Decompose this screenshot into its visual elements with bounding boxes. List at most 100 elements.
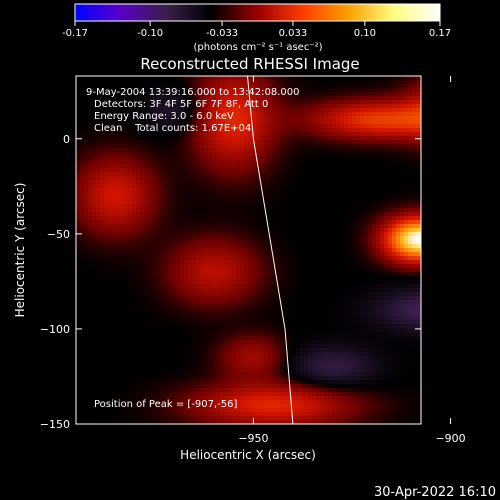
heatmap-cell [416,300,421,305]
heatmap-cell [304,108,309,113]
heatmap-cell [360,248,365,253]
heatmap-cell [248,128,253,133]
heatmap-cell [200,96,205,101]
heatmap-cell [208,124,213,129]
heatmap-cell [196,240,201,245]
heatmap-cell [204,228,209,233]
heatmap-cell [260,128,265,133]
heatmap-cell [356,144,361,149]
heatmap-cell [316,220,321,225]
heatmap-cell [376,176,381,181]
heatmap-cell [360,256,365,261]
heatmap-cell [324,204,329,209]
heatmap-cell [404,240,409,245]
heatmap-cell [212,236,217,241]
heatmap-cell [332,168,337,173]
heatmap-cell [364,212,369,217]
heatmap-cell [88,288,93,293]
heatmap-cell [320,160,325,165]
heatmap-cell [364,204,369,209]
heatmap-cell [340,284,345,289]
heatmap-cell [340,88,345,93]
heatmap-cell [208,112,213,117]
heatmap-cell [96,256,101,261]
heatmap-cell [252,216,257,221]
heatmap-cell [104,268,109,273]
heatmap-cell [364,296,369,301]
heatmap-cell [352,88,357,93]
heatmap-cell [316,104,321,109]
heatmap-cell [252,96,257,101]
heatmap-cell [320,248,325,253]
heatmap-cell [272,84,277,89]
heatmap-cell [192,228,197,233]
heatmap-cell [212,104,217,109]
heatmap-cell [392,100,397,105]
heatmap-cell [136,96,141,101]
heatmap-cell [368,164,373,169]
heatmap-cell [412,172,417,177]
heatmap-cell [96,88,101,93]
heatmap-cell [340,260,345,265]
heatmap-cell [172,120,177,125]
heatmap-cell [232,144,237,149]
heatmap-cell [332,256,337,261]
heatmap-cell [324,140,329,145]
heatmap-cell [244,292,249,297]
heatmap-cell [380,292,385,297]
heatmap-cell [408,152,413,157]
heatmap-cell [252,256,257,261]
heatmap-cell [116,120,121,125]
heatmap-cell [128,276,133,281]
heatmap-cell [288,240,293,245]
heatmap-cell [112,280,117,285]
heatmap-cell [364,280,369,285]
heatmap-cell [372,84,377,89]
heatmap-cell [328,184,333,189]
heatmap-cell [384,176,389,181]
heatmap-cell [96,136,101,141]
heatmap-cell [236,284,241,289]
heatmap-cell [140,148,145,153]
heatmap-cell [136,172,141,177]
heatmap-cell [264,288,269,293]
heatmap-cell [244,156,249,161]
heatmap-cell [96,124,101,129]
heatmap-cell [80,156,85,161]
heatmap-cell [296,200,301,205]
heatmap-cell [204,284,209,289]
heatmap-cell [256,100,261,105]
heatmap-cell [120,140,125,145]
heatmap-cell [260,120,265,125]
heatmap-cell [148,256,153,261]
heatmap-cell [228,236,233,241]
heatmap-cell [80,144,85,149]
heatmap-cell [76,272,81,277]
heatmap-cell [256,188,261,193]
heatmap-cell [408,228,413,233]
heatmap-cell [288,292,293,297]
heatmap-cell [320,144,325,149]
heatmap-cell [160,168,165,173]
heatmap-cell [184,164,189,169]
heatmap-cell [220,208,225,213]
heatmap-cell [252,120,257,125]
heatmap-cell [356,80,361,85]
heatmap-cell [100,128,105,133]
heatmap-cell [136,76,141,81]
heatmap-cell [316,284,321,289]
heatmap-cell [100,196,105,201]
heatmap-cell [252,84,257,89]
heatmap-cell [184,284,189,289]
heatmap-cell [284,296,289,301]
heatmap-cell [400,196,405,201]
heatmap-cell [140,184,145,189]
heatmap-cell [204,168,209,173]
heatmap-cell [368,176,373,181]
heatmap-cell [256,192,261,197]
heatmap-cell [380,116,385,121]
heatmap-cell [316,176,321,181]
heatmap-cell [144,184,149,189]
heatmap-cell [284,292,289,297]
heatmap-cell [376,180,381,185]
